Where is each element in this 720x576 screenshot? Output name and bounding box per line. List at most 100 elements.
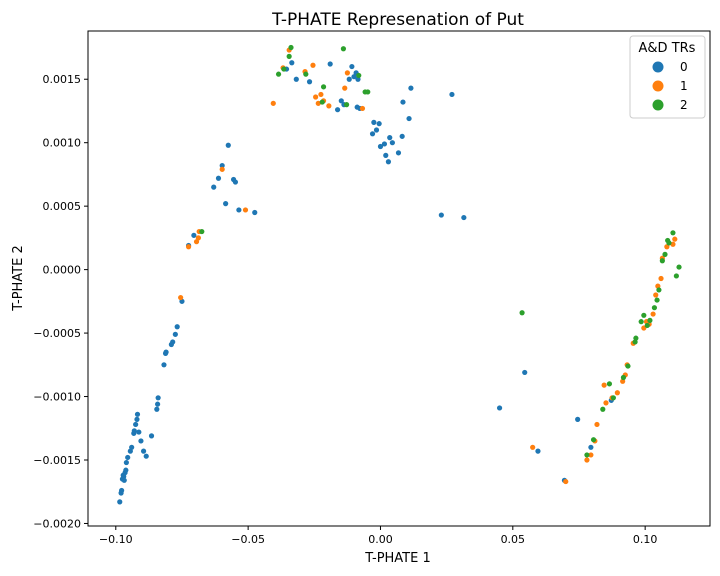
data-point — [601, 382, 607, 388]
data-point — [670, 241, 676, 247]
series-0 — [117, 60, 614, 505]
data-point — [236, 207, 242, 213]
data-point — [666, 240, 672, 246]
data-point — [381, 141, 388, 147]
legend-marker — [652, 80, 664, 92]
data-point — [327, 61, 333, 67]
data-point — [575, 416, 581, 422]
y-tick-label: −0.0020 — [33, 517, 81, 530]
legend-entry-label: 2 — [680, 98, 688, 112]
data-point — [610, 395, 616, 401]
data-point — [654, 297, 660, 303]
data-point — [659, 258, 665, 264]
data-point — [365, 89, 371, 95]
legend-marker — [652, 61, 664, 73]
data-point — [286, 53, 292, 59]
data-point — [117, 499, 123, 505]
y-tick-label: −0.0010 — [33, 391, 81, 404]
y-tick-label: −0.0015 — [33, 454, 81, 467]
data-point — [219, 162, 225, 169]
series-2 — [199, 44, 682, 458]
data-point — [342, 85, 348, 91]
data-point — [672, 236, 678, 242]
data-point — [651, 305, 658, 311]
data-point — [170, 339, 176, 345]
data-point — [185, 244, 192, 250]
data-point — [676, 264, 682, 270]
data-point — [641, 312, 647, 318]
y-tick-label: −0.0005 — [33, 327, 81, 340]
data-point — [343, 102, 350, 108]
data-point — [140, 448, 147, 454]
x-tick-label: 0.05 — [501, 533, 526, 546]
legend-marker — [652, 99, 664, 111]
data-point — [131, 428, 137, 434]
x-tick-label: 0.00 — [368, 533, 393, 546]
data-point — [653, 292, 659, 298]
data-point — [588, 444, 594, 450]
legend-title: A&D TRs — [639, 41, 696, 56]
data-point — [385, 159, 392, 165]
data-point — [334, 107, 341, 113]
data-point — [289, 60, 295, 66]
data-point — [225, 142, 231, 148]
data-point — [155, 395, 161, 401]
data-point — [351, 74, 357, 80]
data-point — [584, 452, 590, 458]
data-point — [438, 212, 444, 218]
y-tick-label: 0.0005 — [43, 200, 82, 213]
data-point — [138, 438, 144, 444]
legend-entry-label: 1 — [680, 79, 688, 93]
plot-area — [87, 30, 711, 527]
data-point — [376, 121, 382, 127]
chart-title: T-PHATE Represenation of Put — [271, 10, 524, 30]
data-point — [134, 411, 141, 417]
data-point — [191, 232, 197, 238]
data-point — [496, 405, 503, 411]
data-point — [252, 209, 258, 216]
legend-entry-label: 0 — [680, 60, 688, 74]
data-point — [319, 99, 325, 105]
data-point — [161, 362, 167, 368]
data-point — [606, 381, 613, 387]
x-axis-label: T-PHATE 1 — [364, 551, 431, 566]
data-point — [119, 487, 125, 494]
data-point — [408, 85, 414, 91]
data-point — [530, 444, 536, 450]
data-point — [387, 135, 393, 141]
y-tick-label: 0.0015 — [43, 73, 82, 86]
data-point — [359, 105, 366, 112]
data-point — [664, 244, 670, 250]
data-point — [620, 374, 627, 381]
data-point — [155, 401, 161, 407]
data-point — [662, 251, 668, 257]
data-point — [129, 444, 135, 450]
data-point — [395, 150, 402, 156]
data-point — [461, 214, 467, 221]
data-point — [377, 143, 384, 150]
data-point — [658, 275, 664, 282]
data-point — [320, 84, 327, 90]
data-point — [522, 369, 528, 376]
data-point — [584, 457, 590, 463]
x-tick-label: 0.10 — [633, 533, 658, 546]
data-point — [625, 363, 631, 369]
data-point — [178, 294, 184, 301]
data-point — [315, 100, 321, 106]
y-tick-label: 0.0000 — [43, 264, 82, 277]
data-point — [313, 94, 319, 100]
data-point — [270, 100, 276, 106]
data-point — [281, 66, 287, 72]
data-point — [148, 433, 155, 439]
data-point — [383, 152, 389, 158]
data-point — [211, 184, 217, 190]
data-point — [133, 421, 139, 428]
y-axis: −0.0020 −0.0015 −0.0010 −0.0005 0.0000 0.0005… — [33, 73, 88, 530]
data-point — [603, 400, 609, 406]
data-point — [644, 322, 650, 329]
data-point — [195, 235, 201, 241]
data-point — [588, 452, 594, 458]
data-point — [174, 324, 180, 330]
data-point — [400, 99, 406, 105]
